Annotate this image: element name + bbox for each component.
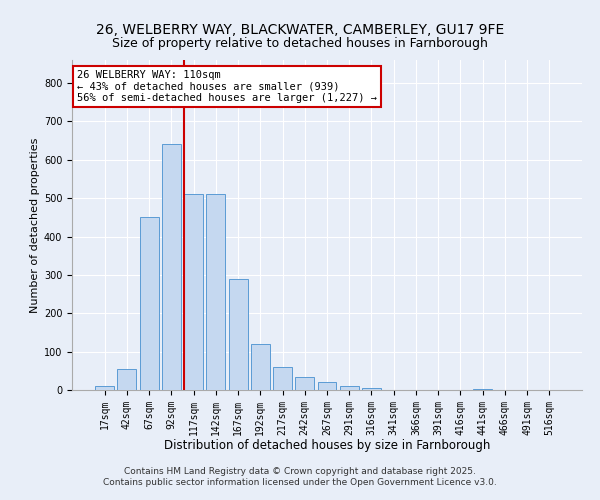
- Bar: [362, 388, 381, 390]
- Y-axis label: Number of detached properties: Number of detached properties: [29, 138, 40, 312]
- Bar: [317, 382, 337, 390]
- Bar: [229, 278, 248, 390]
- Bar: [340, 386, 359, 390]
- Bar: [206, 194, 225, 390]
- Bar: [473, 389, 492, 390]
- Bar: [140, 218, 158, 390]
- Bar: [118, 369, 136, 390]
- X-axis label: Distribution of detached houses by size in Farnborough: Distribution of detached houses by size …: [164, 439, 490, 452]
- Bar: [251, 344, 270, 390]
- Text: Contains public sector information licensed under the Open Government Licence v3: Contains public sector information licen…: [103, 478, 497, 487]
- Bar: [95, 386, 114, 390]
- Text: Contains HM Land Registry data © Crown copyright and database right 2025.: Contains HM Land Registry data © Crown c…: [124, 467, 476, 476]
- Bar: [162, 144, 181, 390]
- Bar: [295, 376, 314, 390]
- Text: 26 WELBERRY WAY: 110sqm
← 43% of detached houses are smaller (939)
56% of semi-d: 26 WELBERRY WAY: 110sqm ← 43% of detache…: [77, 70, 377, 103]
- Bar: [184, 194, 203, 390]
- Text: 26, WELBERRY WAY, BLACKWATER, CAMBERLEY, GU17 9FE: 26, WELBERRY WAY, BLACKWATER, CAMBERLEY,…: [96, 22, 504, 36]
- Bar: [273, 367, 292, 390]
- Text: Size of property relative to detached houses in Farnborough: Size of property relative to detached ho…: [112, 38, 488, 51]
